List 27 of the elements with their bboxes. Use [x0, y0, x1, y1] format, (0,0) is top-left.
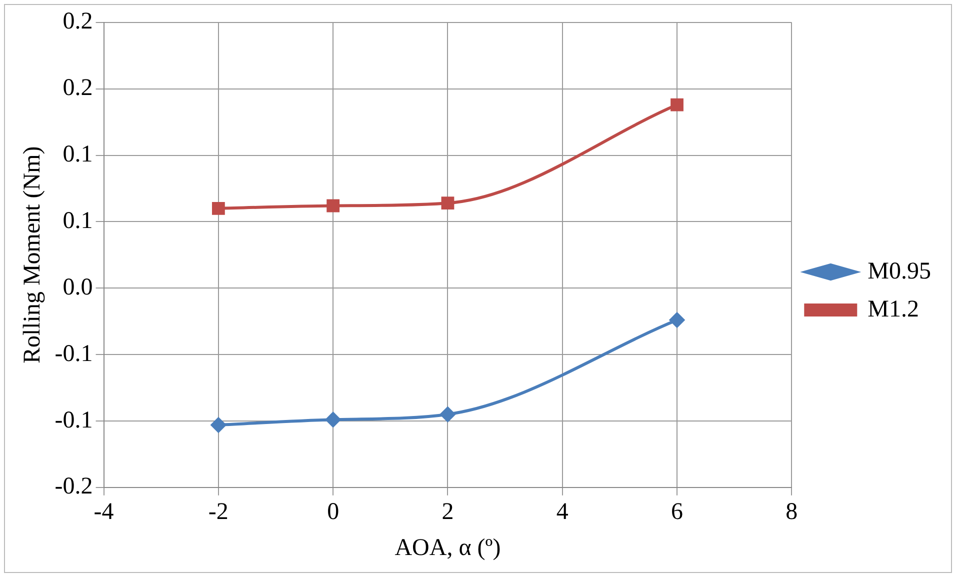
x-tick-label: 0 — [327, 499, 340, 526]
point — [441, 196, 454, 210]
point — [326, 412, 341, 428]
point — [210, 417, 226, 432]
x-tick-label: 4 — [556, 499, 568, 526]
point — [670, 312, 685, 328]
y-tick-label: 0.1 — [62, 142, 93, 168]
x-tick-label: -2 — [208, 499, 228, 526]
y-tick-label: -0.1 — [54, 407, 93, 434]
point — [212, 202, 225, 215]
y-tick-label: 0.2 — [62, 8, 93, 35]
x-tick-label: 2 — [442, 499, 454, 526]
y-tick-label: 0.2 — [62, 75, 93, 102]
point — [670, 98, 684, 112]
point — [326, 199, 340, 212]
x-tick-label: 6 — [671, 499, 684, 526]
point — [440, 406, 456, 422]
y-tick-label: -0.2 — [54, 474, 93, 500]
legend-label: M1.2 — [868, 296, 920, 322]
legend-label: M0.95 — [868, 258, 932, 284]
y-axis-title: Rolling Moment (Nm) — [20, 146, 46, 364]
x-tick-label: 8 — [786, 499, 798, 526]
x-axis-title: AOA, α (º) — [394, 534, 501, 561]
y-tick-label: 0.0 — [62, 274, 93, 300]
y-tick-label: -0.1 — [54, 340, 93, 367]
y-tick-label: 0.1 — [62, 208, 93, 234]
x-tick-label: -4 — [94, 499, 114, 526]
